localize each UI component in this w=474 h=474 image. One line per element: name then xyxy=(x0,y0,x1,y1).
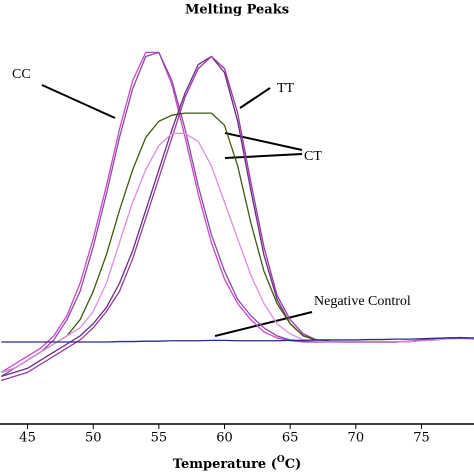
pointer xyxy=(224,153,303,159)
pointer xyxy=(214,311,313,337)
chart-title: Melting Peaks xyxy=(185,3,289,18)
data-line xyxy=(0,51,474,377)
data-line xyxy=(1,337,474,343)
annotations: CC TT CT Negative Control xyxy=(12,67,411,337)
x-tick-label: 50 xyxy=(85,431,102,446)
annotation: TT xyxy=(277,81,295,96)
annotation: Negative Control xyxy=(314,294,411,309)
pointer xyxy=(224,132,303,151)
pointer xyxy=(239,87,271,109)
data-line xyxy=(0,51,474,373)
data-line xyxy=(1,112,474,373)
x-tick-label: 60 xyxy=(216,431,233,446)
x-tick-label: 75 xyxy=(413,431,430,446)
x-tick-label: 70 xyxy=(348,431,365,446)
pointer xyxy=(41,84,116,119)
x-tick-label: 55 xyxy=(151,431,168,446)
x-label-suffix: C) xyxy=(285,457,302,472)
x-tick-label: 45 xyxy=(19,431,36,446)
x-label-superscript: O xyxy=(277,455,285,465)
x-tick-label: 65 xyxy=(282,431,299,446)
data-line xyxy=(1,55,474,382)
x-axis-label: Temperature (OC) xyxy=(173,455,301,472)
data-line xyxy=(1,132,474,373)
annotation: CC xyxy=(12,67,31,82)
annotation: CT xyxy=(304,149,322,164)
x-label-text: Temperature ( xyxy=(173,457,277,472)
